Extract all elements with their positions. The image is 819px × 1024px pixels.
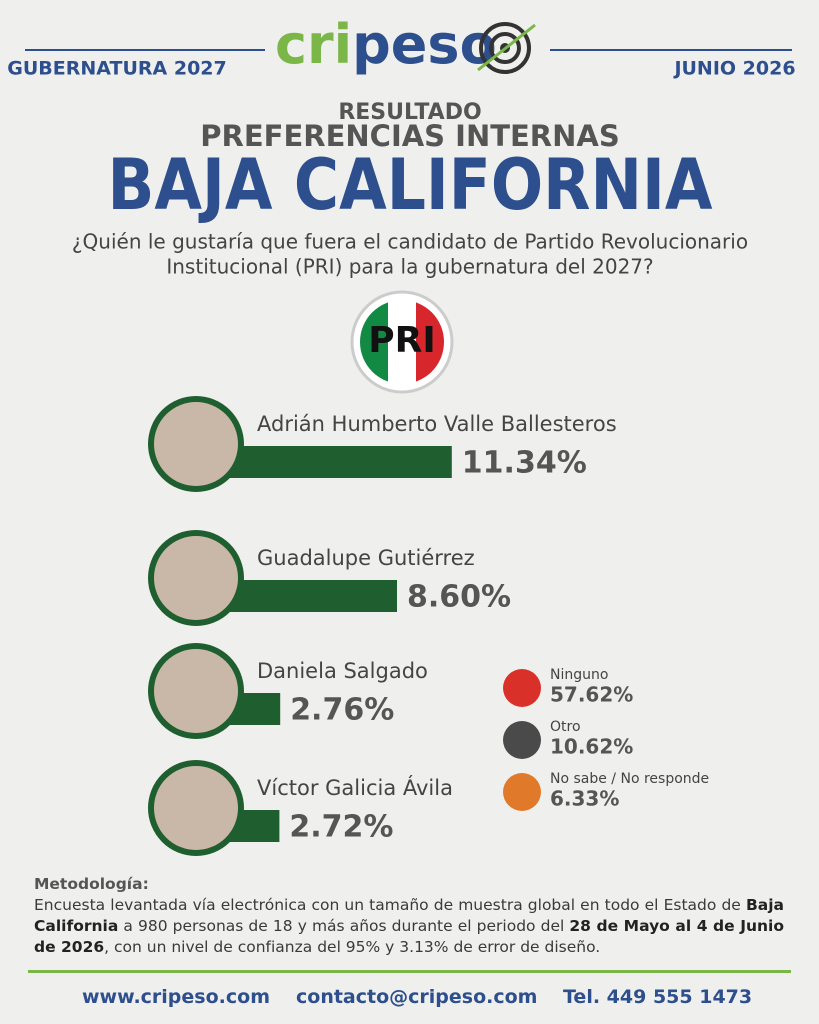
response-name: Ninguno	[550, 667, 608, 683]
question: Institucional (PRI) para la gubernatura …	[166, 255, 653, 279]
party-name: PRI	[368, 320, 436, 361]
logo-part: peso	[352, 13, 497, 76]
response-value: 6.33%	[550, 787, 619, 811]
value-label: 2.76%	[290, 693, 394, 728]
logo: cripeso	[275, 13, 497, 76]
footer-web[interactable]: www.cripeso.com	[82, 986, 270, 1008]
candidate-name: Víctor Galicia Ávila	[257, 775, 453, 800]
kicker: RESULTADO	[338, 100, 481, 125]
candidate-name: Adrián Humberto Valle Ballesteros	[257, 412, 617, 436]
response-name: Otro	[550, 719, 581, 735]
question: ¿Quién le gustaría que fuera el candidat…	[72, 230, 748, 254]
response-icon	[503, 669, 541, 707]
footer-rule	[28, 970, 791, 973]
response-value: 57.62%	[550, 683, 633, 707]
logo-part: cri	[275, 13, 352, 76]
response-name: No sabe / No responde	[550, 771, 709, 787]
logo-target	[477, 22, 536, 74]
photo	[148, 530, 244, 626]
value-label: 11.34%	[462, 446, 587, 481]
bar-chart: Adrián Humberto Valle Ballesteros 11.34% G…	[148, 396, 617, 856]
methodology: Metodología: Encuesta levantada vía elec…	[34, 874, 784, 958]
footer-phone: Tel. 449 555 1473	[563, 986, 753, 1008]
response-icon	[503, 721, 541, 759]
footer-email[interactable]: contacto@cripeso.com	[296, 986, 538, 1008]
infographic: cripeso GUBERNATURA 2027 JUNIO 2026 RESU…	[7, 13, 796, 856]
response-icon	[503, 773, 541, 811]
response-value: 10.62%	[550, 735, 633, 759]
title: BAJA CALIFORNIA	[108, 144, 713, 226]
bar	[225, 580, 397, 612]
methodology-bold: Baja California	[34, 896, 784, 935]
candidate-name: Guadalupe Gutiérrez	[257, 546, 475, 570]
methodology-bold: 28 de Mayo al 4 de Junio de 2026	[34, 917, 784, 956]
methodology-text: , con un nivel de confianza del 95% y 3.…	[104, 938, 601, 956]
header-right: JUNIO 2026	[672, 58, 795, 80]
photo	[148, 396, 244, 492]
candidate-name: Daniela Salgado	[257, 659, 428, 683]
bar	[225, 446, 452, 478]
value-label: 2.72%	[289, 810, 393, 845]
methodology-text: Encuesta levantada vía electrónica con u…	[34, 896, 746, 914]
header-left: GUBERNATURA 2027	[7, 58, 226, 80]
photo	[148, 760, 244, 856]
methodology-text: a 980 personas de 18 y más años durante …	[118, 917, 570, 935]
methodology-heading: Metodología:	[34, 875, 149, 893]
subtitle: PREFERENCIAS INTERNAS	[200, 119, 620, 153]
value-label: 8.60%	[407, 580, 511, 615]
party-logo: PRI	[350, 290, 454, 394]
photo	[148, 643, 244, 739]
